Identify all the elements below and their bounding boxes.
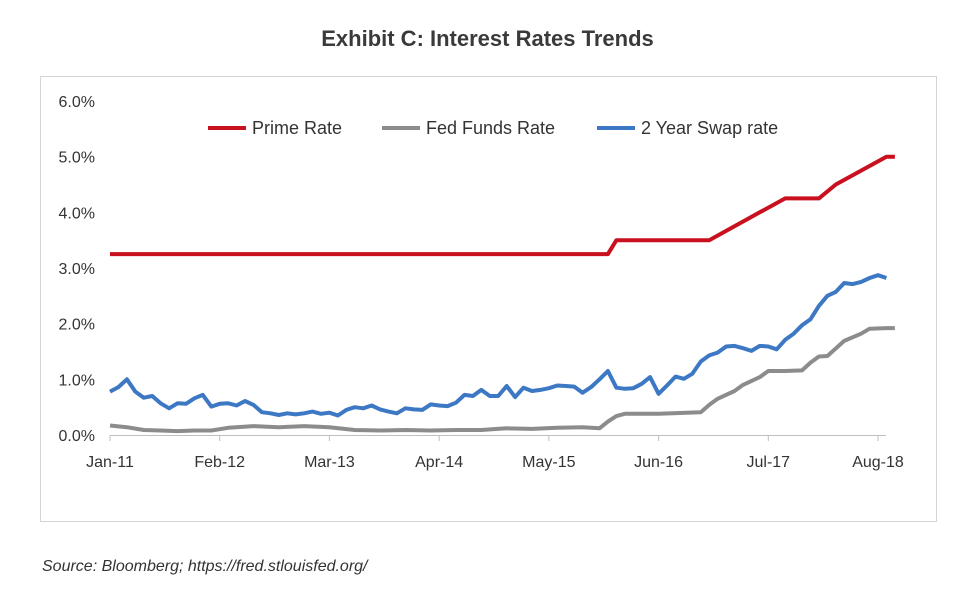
y-tick-label: 6.0%: [59, 94, 95, 111]
y-tick-label: 0.0%: [59, 428, 95, 445]
x-tick-label: Mar-13: [304, 454, 355, 471]
series-line-fed-funds-rate: [109, 326, 895, 434]
plot-area-border: [40, 76, 937, 522]
x-tick-label: Aug-18: [852, 454, 904, 471]
legend-label: Fed Funds Rate: [426, 118, 555, 138]
legend-label: 2 Year Swap rate: [641, 118, 778, 138]
x-tick-label: Jan-11: [86, 454, 134, 471]
series-line-prime-rate: [110, 154, 895, 257]
y-tick-label: 1.0%: [59, 372, 95, 389]
legend: Prime Rate Fed Funds Rate 2 Year Swap rate: [208, 118, 778, 138]
series-line-2-year-swap-rate: [109, 273, 888, 418]
axes: 0.0% 1.0% 2.0% 3.0% 4.0% 5.0% 6.0% Jan-11 Feb-12…: [59, 94, 904, 471]
x-tick-label: Feb-12: [194, 454, 245, 471]
y-tick-label: 4.0%: [59, 205, 95, 222]
y-tick-label: 3.0%: [59, 261, 95, 278]
x-tick-label: May-15: [522, 454, 575, 471]
chart-title: Exhibit C: Interest Rates Trends: [321, 26, 654, 51]
legend-label: Prime Rate: [252, 118, 342, 138]
series-layer: [109, 154, 895, 434]
x-tick-label: Jun-16: [634, 454, 683, 471]
x-tick-label: Jul-17: [746, 454, 790, 471]
source-note: Source: Bloomberg; https://fred.stlouisf…: [42, 558, 368, 575]
y-tick-label: 5.0%: [59, 150, 95, 167]
x-tick-label: Apr-14: [415, 454, 463, 471]
y-tick-label: 2.0%: [59, 317, 95, 334]
